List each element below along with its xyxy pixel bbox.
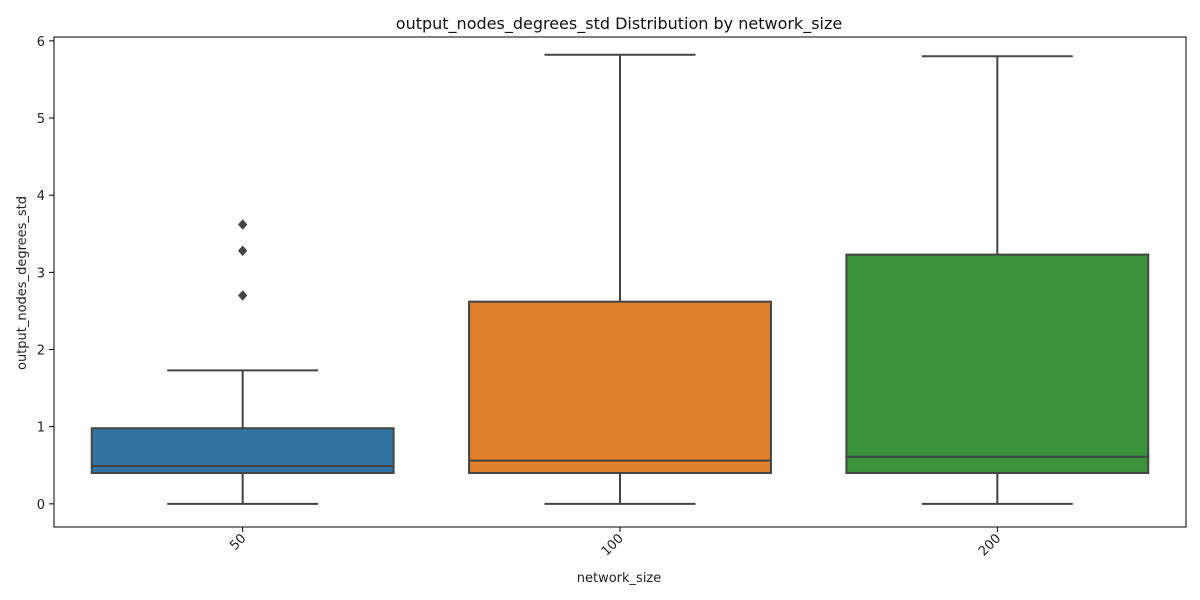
outlier-point (237, 245, 248, 257)
x-tick-label: 100 (599, 531, 627, 559)
plot-area: 0 1 2 3 4 5 6 50 100 200 (37, 35, 1187, 559)
box-iqr (468, 300, 772, 474)
y-tick-label: 6 (37, 35, 45, 50)
outlier-point (237, 219, 248, 230)
y-axis-label: output_nodes_degrees_std (15, 196, 30, 370)
y-tick-label: 0 (37, 498, 45, 513)
y-tick-label: 4 (37, 189, 45, 204)
outlier-point (237, 290, 248, 301)
box-group-100 (468, 53, 772, 505)
y-tick-label: 1 (37, 421, 45, 436)
x-tick-label: 50 (227, 531, 249, 553)
x-axis-label: network_size (577, 571, 662, 586)
chart-title: output_nodes_degrees_std Distribution by… (396, 14, 842, 34)
box-iqr (845, 253, 1150, 474)
y-tick-label: 3 (37, 266, 45, 281)
y-tick-label: 2 (37, 344, 45, 359)
box-group-50 (90, 219, 395, 505)
box-group-200 (845, 55, 1150, 505)
x-tick-label: 200 (976, 531, 1004, 559)
y-tick-label: 5 (37, 112, 45, 127)
